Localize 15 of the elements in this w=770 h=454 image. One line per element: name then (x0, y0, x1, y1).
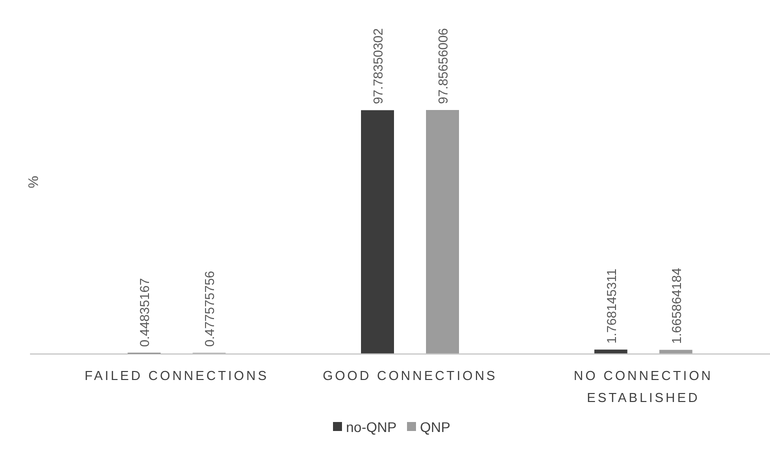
x-tick-label: FAILED CONNECTIONS (84, 368, 269, 383)
x-tick-label: GOOD CONNECTIONS (322, 368, 498, 383)
legend-label: no-QNP (346, 419, 397, 435)
bar (426, 110, 459, 354)
data-label: 1.768145311 (604, 268, 619, 344)
bar (594, 350, 628, 354)
x-tick-label: NO CONNECTION ESTABLISHED (574, 368, 713, 405)
bar (361, 110, 394, 354)
data-label: 1.665864184 (668, 268, 684, 344)
data-label: 97.78350302 (370, 28, 386, 104)
data-label: 97.85656006 (436, 28, 450, 104)
data-label: 0.44835167 (137, 278, 152, 347)
legend-label: QNP (420, 419, 450, 435)
data-label: 0.477575756 (202, 270, 218, 347)
y-axis-title: % (25, 176, 41, 188)
